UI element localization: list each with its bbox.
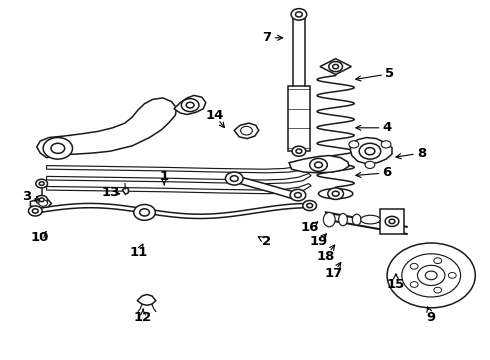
Circle shape	[181, 99, 199, 112]
Text: 7: 7	[263, 31, 271, 44]
Circle shape	[51, 143, 65, 153]
Polygon shape	[320, 59, 351, 75]
Circle shape	[39, 200, 48, 206]
Circle shape	[39, 198, 44, 202]
Circle shape	[292, 146, 306, 156]
Circle shape	[385, 216, 399, 226]
Circle shape	[333, 64, 339, 69]
Circle shape	[410, 282, 418, 287]
Circle shape	[39, 182, 44, 185]
Circle shape	[365, 148, 375, 155]
Circle shape	[294, 193, 301, 198]
Circle shape	[28, 206, 42, 216]
Text: 2: 2	[262, 235, 270, 248]
Circle shape	[349, 141, 359, 148]
Text: 13: 13	[101, 186, 120, 199]
Circle shape	[241, 126, 252, 135]
Circle shape	[434, 287, 441, 293]
Text: 11: 11	[129, 246, 148, 259]
Circle shape	[225, 172, 243, 185]
Circle shape	[36, 179, 48, 188]
Circle shape	[230, 176, 238, 181]
Text: 15: 15	[387, 278, 405, 291]
Polygon shape	[47, 174, 311, 184]
Text: 17: 17	[324, 267, 343, 280]
Text: 18: 18	[317, 250, 335, 263]
Circle shape	[328, 188, 343, 199]
Circle shape	[315, 162, 322, 168]
Circle shape	[389, 219, 395, 224]
Circle shape	[43, 138, 73, 159]
Circle shape	[307, 203, 313, 208]
Circle shape	[296, 149, 302, 153]
Text: 12: 12	[134, 311, 152, 324]
Text: 14: 14	[205, 109, 224, 122]
Circle shape	[310, 158, 327, 171]
Polygon shape	[30, 199, 51, 208]
Circle shape	[290, 189, 306, 201]
Circle shape	[448, 273, 456, 278]
Circle shape	[434, 258, 441, 264]
Text: 1: 1	[160, 170, 169, 183]
Circle shape	[295, 12, 302, 17]
Text: 4: 4	[383, 121, 392, 134]
Ellipse shape	[352, 214, 361, 225]
Text: 10: 10	[31, 231, 49, 244]
Text: 9: 9	[427, 311, 436, 324]
Text: 16: 16	[301, 221, 319, 234]
Polygon shape	[350, 138, 392, 164]
Circle shape	[32, 209, 38, 213]
Polygon shape	[122, 187, 128, 194]
Polygon shape	[174, 95, 206, 114]
Circle shape	[332, 191, 339, 196]
Ellipse shape	[361, 215, 380, 224]
Text: 6: 6	[383, 166, 392, 179]
Ellipse shape	[318, 189, 353, 199]
Circle shape	[291, 9, 307, 20]
Circle shape	[425, 271, 437, 280]
Ellipse shape	[339, 213, 347, 226]
Polygon shape	[380, 209, 404, 234]
Polygon shape	[230, 176, 301, 199]
Text: 5: 5	[385, 67, 394, 80]
Circle shape	[402, 254, 461, 297]
Text: 19: 19	[309, 235, 328, 248]
Circle shape	[359, 143, 381, 159]
Circle shape	[36, 195, 48, 204]
Polygon shape	[37, 98, 176, 158]
Circle shape	[329, 62, 343, 72]
Circle shape	[303, 201, 317, 211]
Text: 3: 3	[23, 190, 31, 203]
Polygon shape	[137, 294, 156, 305]
Polygon shape	[288, 86, 310, 151]
Ellipse shape	[323, 212, 335, 227]
Polygon shape	[234, 123, 259, 139]
Circle shape	[140, 209, 149, 216]
Circle shape	[365, 161, 375, 168]
Circle shape	[186, 102, 194, 108]
Circle shape	[387, 243, 475, 308]
Circle shape	[410, 264, 418, 269]
Polygon shape	[47, 163, 311, 173]
Text: 8: 8	[417, 147, 426, 159]
Polygon shape	[289, 156, 349, 173]
Polygon shape	[47, 184, 311, 194]
Circle shape	[417, 265, 445, 285]
Circle shape	[381, 141, 391, 148]
Circle shape	[134, 204, 155, 220]
